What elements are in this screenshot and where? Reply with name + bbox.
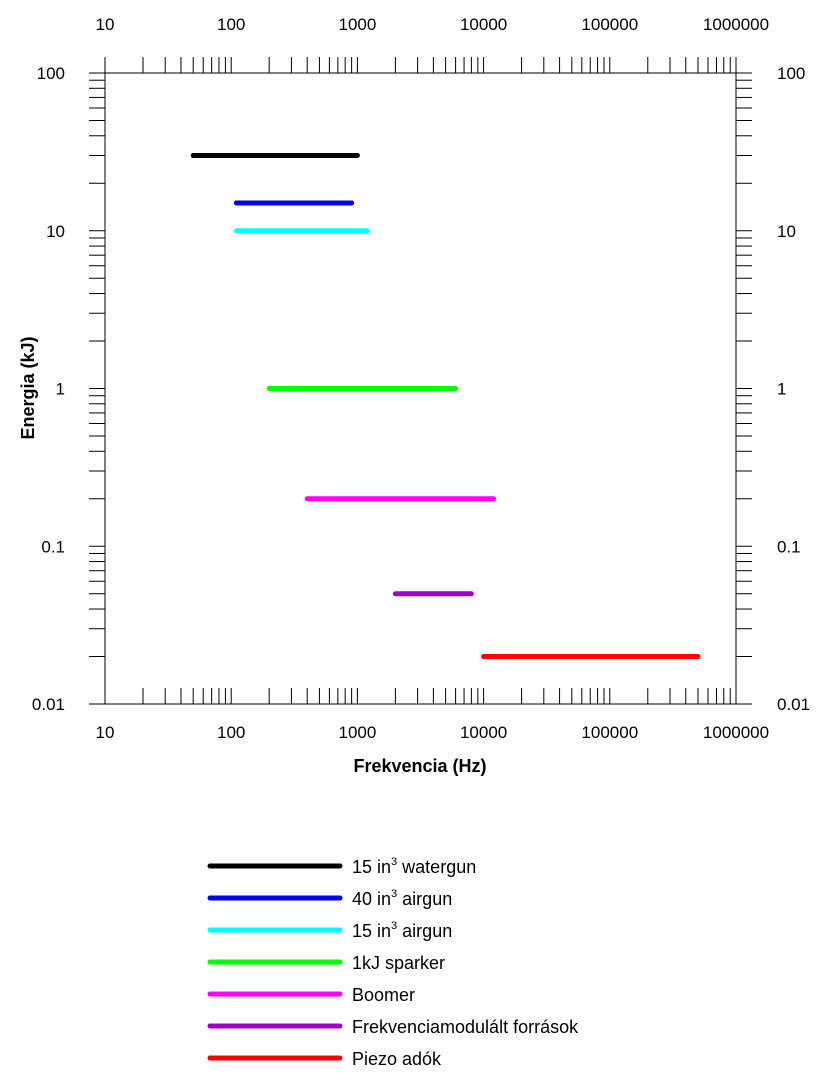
y-tick-label-right: 0.01 [777, 695, 810, 714]
tick-labels: 10 10 100 100 1000 1000 10000 10000 100000 100000… [32, 15, 810, 742]
x-tick-label-bottom: 100000 [581, 723, 638, 742]
x-tick-label-bottom: 100 [217, 723, 245, 742]
y-tick-label-right: 0.1 [777, 537, 801, 556]
axis-ticks [89, 57, 752, 705]
x-tick-label-bottom: 10000 [460, 723, 507, 742]
legend-entry-6: Piezo adók [352, 1049, 442, 1069]
y-tick-label-right: 100 [777, 64, 805, 83]
y-tick-label-left: 1 [56, 380, 65, 399]
x-tick-label-top: 100 [217, 15, 245, 34]
x-tick-label-bottom: 1000 [338, 723, 376, 742]
legend-entry-4: Boomer [352, 985, 415, 1005]
x-tick-label-top: 10000 [460, 15, 507, 34]
x-tick-label-top: 10 [96, 15, 115, 34]
x-tick-label-top: 1000 [338, 15, 376, 34]
legend-entry-1: 40 in3 airgun [352, 888, 452, 909]
legend: 15 in3 watergun 40 in3 airgun 15 in3 airgu… [207, 856, 579, 1069]
legend-entry-5: Frekvenciamodulált források [352, 1017, 579, 1037]
x-tick-label-top: 100000 [581, 15, 638, 34]
x-axis-title: Frekvencia (Hz) [353, 756, 486, 776]
legend-entry-3: 1kJ sparker [352, 953, 445, 973]
x-tick-label-top: 1000000 [703, 15, 769, 34]
y-tick-label-left: 0.01 [32, 695, 65, 714]
legend-entry-0: 15 in3 watergun [352, 856, 476, 877]
y-tick-label-right: 1 [777, 380, 786, 399]
y-tick-label-right: 10 [777, 222, 796, 241]
y-axis-title: Energia (kJ) [18, 336, 38, 439]
y-tick-label-left: 100 [37, 64, 65, 83]
y-tick-label-left: 0.1 [41, 537, 65, 556]
x-tick-label-bottom: 1000000 [703, 723, 769, 742]
series-lines [190, 152, 701, 660]
y-tick-label-left: 10 [46, 222, 65, 241]
x-tick-label-bottom: 10 [96, 723, 115, 742]
legend-entry-2: 15 in3 airgun [352, 920, 452, 941]
